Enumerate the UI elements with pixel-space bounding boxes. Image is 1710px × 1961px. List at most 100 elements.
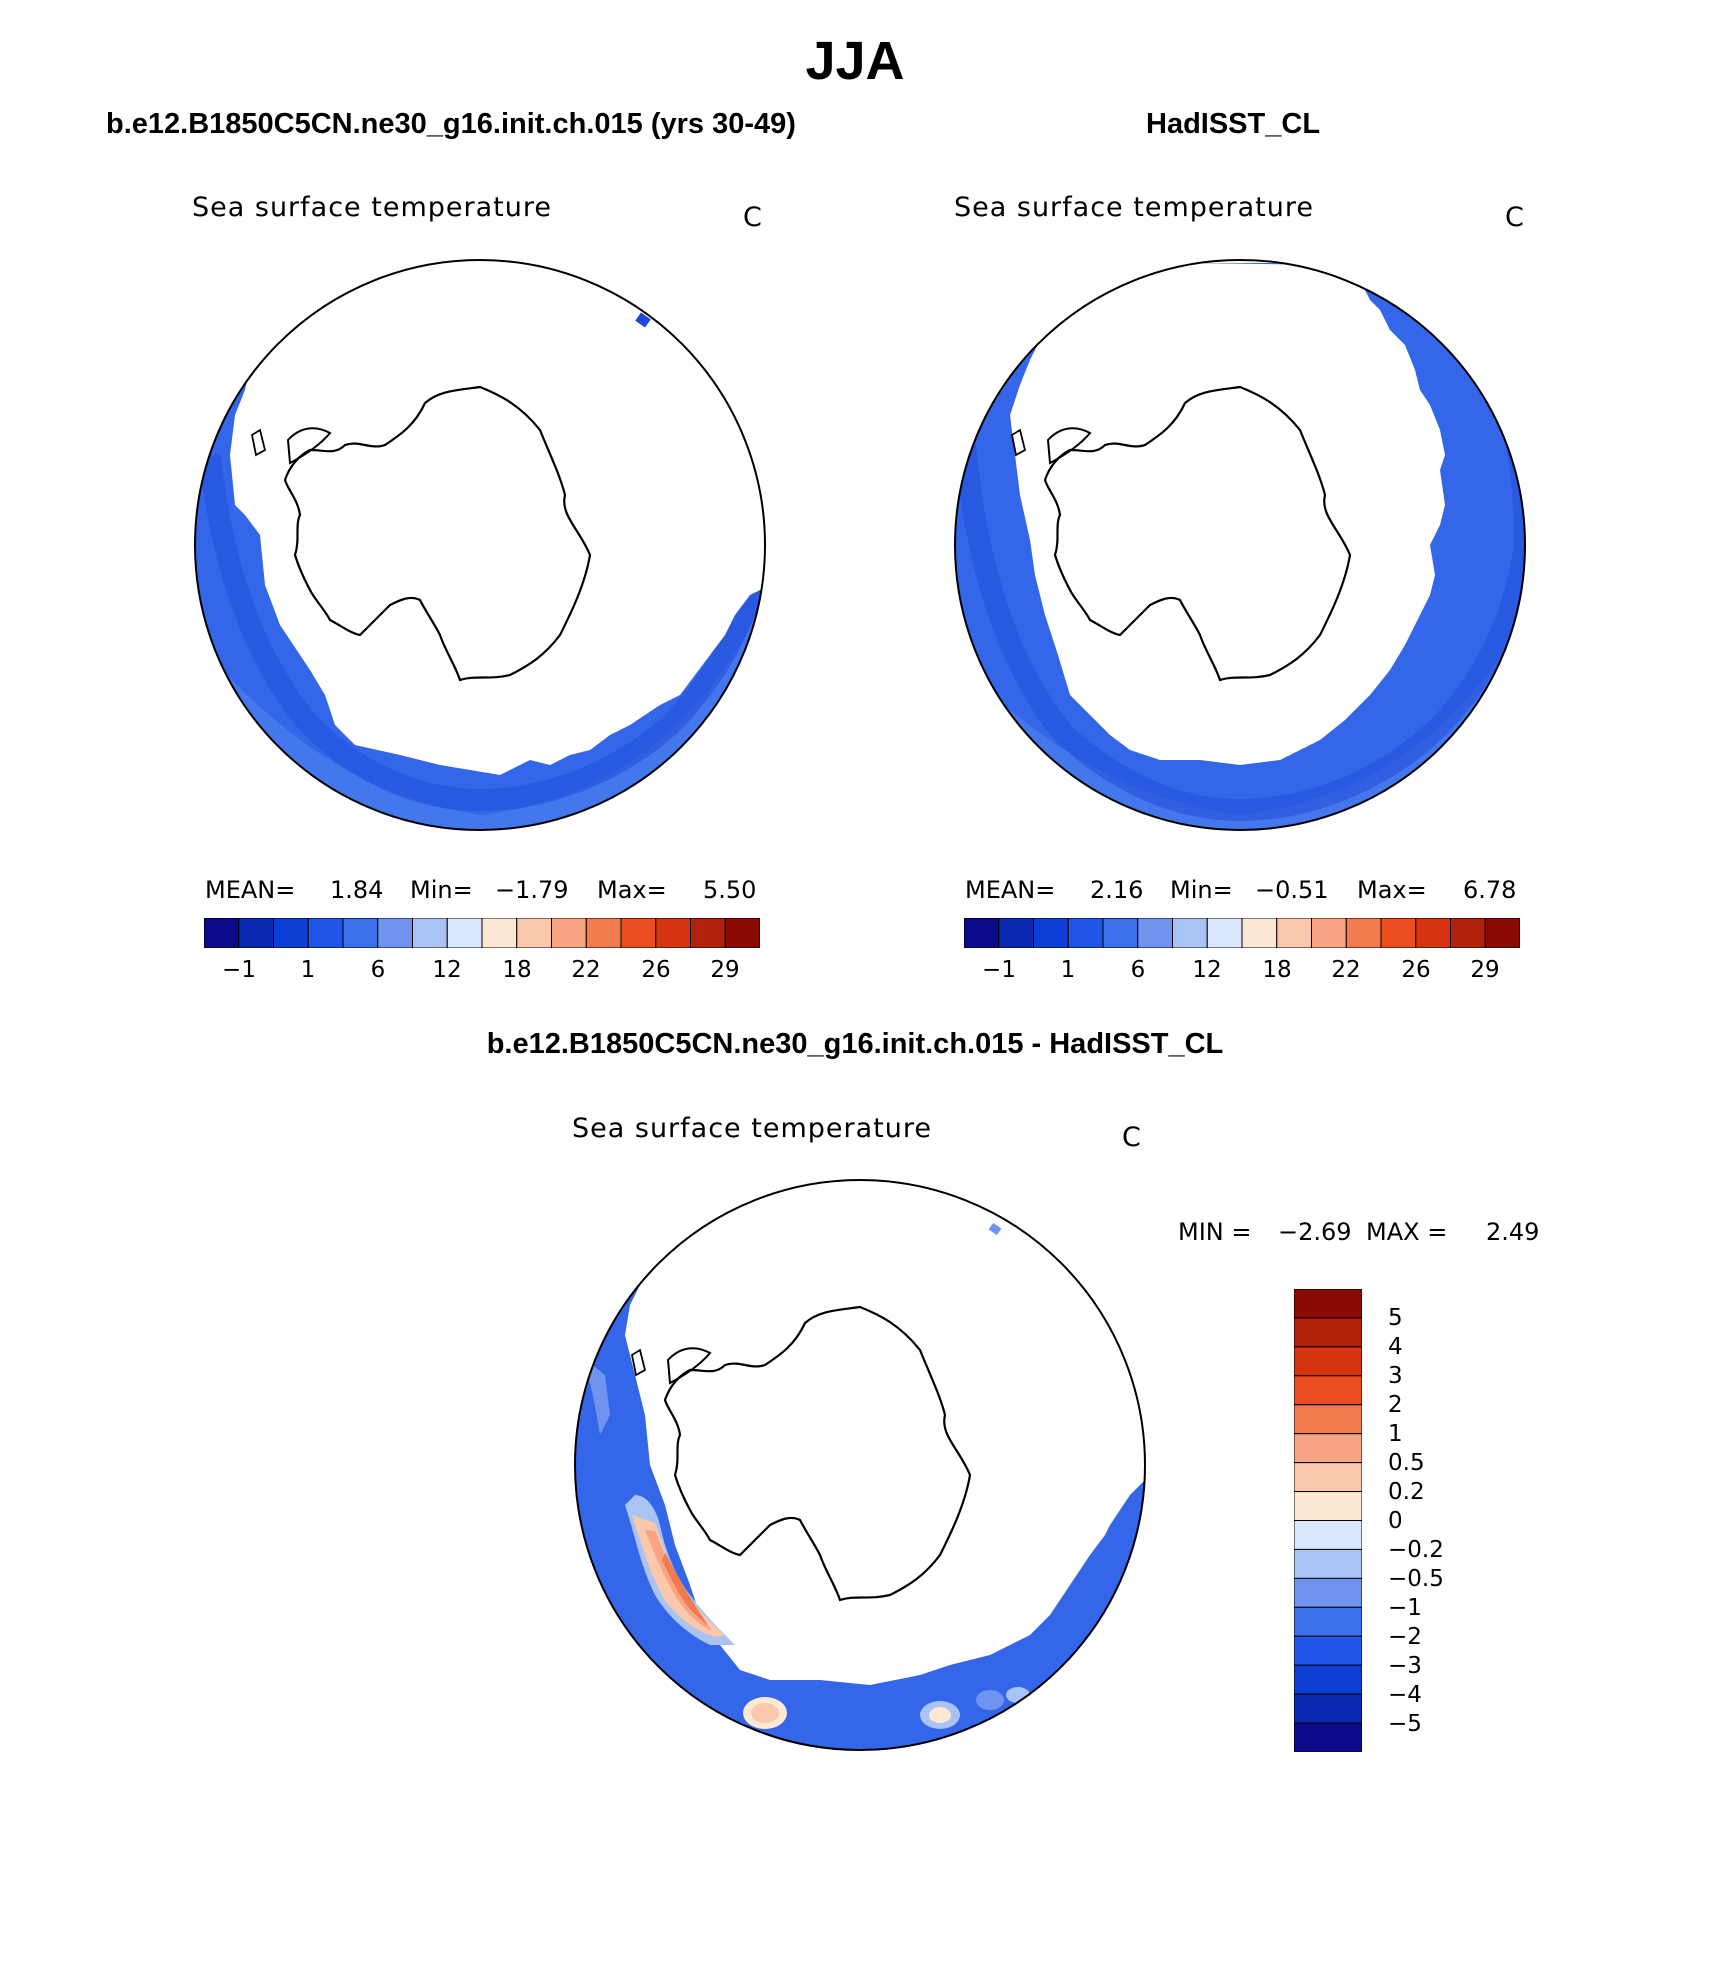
- model-map-border: [194, 259, 766, 831]
- diff-tick: 1: [1388, 1421, 1403, 1447]
- colorbar-swatch: [516, 918, 552, 948]
- obs-stats: MEAN= 2.16 Min= −0.51 Max= 6.78: [965, 876, 1525, 906]
- colorbar-swatch: [1294, 1693, 1362, 1724]
- colorbar-swatch: [1206, 918, 1243, 948]
- diff-tick: 4: [1388, 1334, 1403, 1360]
- model-variable-label: Sea surface temperature: [192, 192, 552, 223]
- colorbar-swatch: [1294, 1404, 1362, 1435]
- colorbar-swatch: [1294, 1289, 1362, 1319]
- diff-tick: −3: [1388, 1653, 1422, 1679]
- model-mean-value: 1.84: [330, 876, 384, 904]
- obs-map-border: [954, 259, 1526, 831]
- model-tick: 22: [571, 957, 601, 983]
- model-tick: −1: [222, 957, 256, 983]
- model-tick: 29: [710, 957, 740, 983]
- colorbar-swatch: [690, 918, 726, 948]
- obs-min-value: −0.51: [1255, 876, 1329, 904]
- colorbar-swatch: [1137, 918, 1173, 948]
- colorbar-swatch: [1294, 1346, 1362, 1377]
- obs-max-value: 6.78: [1463, 876, 1517, 904]
- colorbar-swatch: [1484, 918, 1520, 948]
- diff-tick: 0.5: [1388, 1450, 1425, 1476]
- obs-min-label: Min=: [1170, 876, 1233, 904]
- colorbar-swatch: [1294, 1664, 1362, 1695]
- colorbar-swatch: [724, 918, 760, 948]
- colorbar-swatch: [238, 918, 274, 948]
- colorbar-swatch: [551, 918, 587, 948]
- model-max-value: 5.50: [703, 876, 757, 904]
- colorbar-swatch: [1294, 1548, 1362, 1579]
- diff-tick: −4: [1388, 1682, 1422, 1708]
- diff-tick: −0.2: [1388, 1537, 1444, 1563]
- diff-panel-title: b.e12.B1850C5CN.ne30_g16.init.ch.015 - H…: [486, 1028, 1224, 1060]
- diff-tick: −0.5: [1388, 1566, 1444, 1592]
- colorbar-swatch: [204, 918, 240, 948]
- model-tick: 18: [502, 957, 532, 983]
- diff-tick: 2: [1388, 1392, 1403, 1418]
- model-colorbar: [204, 918, 760, 948]
- diff-tick: −2: [1388, 1624, 1422, 1650]
- model-unit-label: C: [743, 202, 762, 233]
- figure-title: JJA: [805, 31, 905, 91]
- colorbar-swatch: [273, 918, 309, 948]
- colorbar-swatch: [1345, 918, 1382, 948]
- colorbar-swatch: [1311, 918, 1347, 948]
- model-tick: 26: [641, 957, 671, 983]
- colorbar-swatch: [446, 918, 483, 948]
- diff-tick: −5: [1388, 1711, 1422, 1737]
- model-mean-label: MEAN=: [205, 876, 296, 904]
- colorbar-swatch: [342, 918, 379, 948]
- diff-min-label: MIN =: [1178, 1218, 1252, 1246]
- obs-colorbar-ticks: −1 1 6 12 18 22 26 29: [964, 957, 1520, 987]
- colorbar-swatch: [1294, 1317, 1362, 1348]
- colorbar-swatch: [1276, 918, 1312, 948]
- obs-tick: 29: [1470, 957, 1500, 983]
- colorbar-swatch: [1294, 1375, 1362, 1406]
- obs-colorbar: [964, 918, 1520, 948]
- obs-panel-title: HadISST_CL: [1146, 108, 1321, 140]
- colorbar-swatch: [481, 918, 518, 948]
- colorbar-swatch: [998, 918, 1034, 948]
- colorbar-swatch: [1294, 1462, 1362, 1493]
- colorbar-swatch: [1067, 918, 1104, 948]
- diff-tick: 0.2: [1388, 1479, 1425, 1505]
- model-max-label: Max=: [597, 876, 667, 904]
- obs-tick: −1: [982, 957, 1016, 983]
- model-panel-title: b.e12.B1850C5CN.ne30_g16.init.ch.015 (yr…: [106, 108, 796, 140]
- colorbar-swatch: [307, 918, 344, 948]
- diff-max-value: 2.49: [1486, 1218, 1540, 1246]
- colorbar-swatch: [377, 918, 413, 948]
- colorbar-swatch: [964, 918, 1000, 948]
- colorbar-swatch: [412, 918, 448, 948]
- obs-variable-label: Sea surface temperature: [954, 192, 1314, 223]
- colorbar-swatch: [1102, 918, 1139, 948]
- model-tick: 6: [370, 957, 386, 983]
- model-min-label: Min=: [410, 876, 473, 904]
- colorbar-swatch: [1415, 918, 1451, 948]
- obs-unit-label: C: [1505, 202, 1524, 233]
- colorbar-swatch: [1294, 1635, 1362, 1666]
- obs-polar-map: [954, 259, 1526, 831]
- colorbar-swatch: [1294, 1491, 1362, 1521]
- diff-tick: 3: [1388, 1363, 1403, 1389]
- colorbar-swatch: [1294, 1433, 1362, 1464]
- diff-unit-label: C: [1122, 1122, 1141, 1153]
- diff-tick: −1: [1388, 1595, 1422, 1621]
- model-tick: 12: [432, 957, 462, 983]
- diff-min-value: −2.69: [1278, 1218, 1352, 1246]
- model-polar-map: [194, 259, 766, 831]
- model-tick: 1: [300, 957, 316, 983]
- colorbar-swatch: [1294, 1577, 1362, 1608]
- diff-tick: 0: [1388, 1508, 1403, 1534]
- diff-map-border: [574, 1179, 1146, 1751]
- colorbar-swatch: [585, 918, 622, 948]
- colorbar-swatch: [620, 918, 657, 948]
- diff-polar-map: [574, 1179, 1146, 1751]
- model-colorbar-ticks: −1 1 6 12 18 22 26 29: [204, 957, 760, 987]
- model-min-value: −1.79: [495, 876, 569, 904]
- diff-stats: MIN = −2.69 MAX = 2.49: [1178, 1218, 1558, 1248]
- model-stats: MEAN= 1.84 Min= −1.79 Max= 5.50: [205, 876, 765, 906]
- colorbar-swatch: [1450, 918, 1486, 948]
- colorbar-swatch: [1294, 1606, 1362, 1637]
- obs-tick: 26: [1401, 957, 1431, 983]
